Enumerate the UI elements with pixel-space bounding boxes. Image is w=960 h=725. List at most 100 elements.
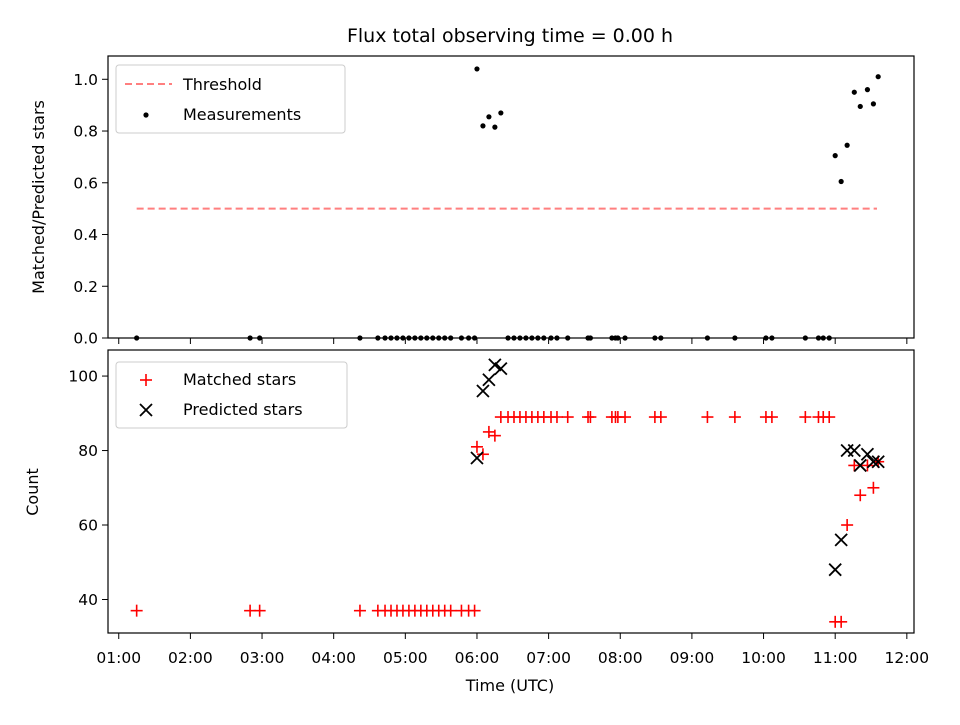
bottom-y-axis-label: Count xyxy=(23,468,42,516)
measurement-point xyxy=(652,335,658,341)
bottom-y-ticks: 40 60 80 100 xyxy=(68,368,108,609)
matched-star-point xyxy=(130,604,143,617)
x-tick-label: 02:00 xyxy=(168,649,213,667)
x-tick-label: 04:00 xyxy=(311,649,356,667)
matched-star-point xyxy=(253,604,266,617)
measurement-point xyxy=(704,335,711,341)
predicted-star-point xyxy=(828,563,842,577)
matched-star-point xyxy=(854,489,867,502)
matched-star-point xyxy=(468,604,481,617)
measurement-point xyxy=(523,335,529,341)
measurement-point xyxy=(430,335,436,341)
bottom-y-tick-label: 100 xyxy=(68,368,98,386)
measurement-point xyxy=(548,335,554,341)
x-tick-label: 07:00 xyxy=(526,649,571,667)
matched-star-point xyxy=(867,481,880,494)
matched-star-point xyxy=(835,615,848,628)
bottom-legend: Matched stars Predicted stars xyxy=(115,361,348,429)
matched-star-point xyxy=(476,448,489,461)
matched-star-point xyxy=(353,604,366,617)
x-axis-label: Time (UTC) xyxy=(465,676,554,695)
measurement-point xyxy=(769,335,775,341)
x-tick-label: 03:00 xyxy=(240,649,285,667)
measurement-point xyxy=(511,335,517,341)
measurement-point xyxy=(609,335,615,341)
matched-star-point xyxy=(470,440,483,453)
chart-title: Flux total observing time = 0.00 h xyxy=(347,25,673,47)
matched-star-point xyxy=(488,429,501,442)
x-tick-label: 01:00 xyxy=(96,649,141,667)
measurement-point xyxy=(505,335,511,341)
measurement-point xyxy=(587,335,594,341)
measurement-point xyxy=(554,335,560,341)
matched-star-point xyxy=(561,411,574,424)
measurement-point xyxy=(375,335,381,341)
measurement-point xyxy=(857,103,863,110)
top-y-ticks: 0.0 0.2 0.4 0.6 0.8 1.0 xyxy=(73,71,108,348)
top-y-tick-label: 0.0 xyxy=(73,330,98,348)
legend-matched-swatch xyxy=(140,374,152,386)
legend-matched-label: Matched stars xyxy=(183,370,296,389)
measurement-point xyxy=(498,110,504,116)
matched-star-point xyxy=(619,411,632,424)
bottom-x-ticks: 01:00 02:00 03:00 04:00 05:00 06:00 07:00 08:00… xyxy=(96,633,929,667)
top-y-tick-label: 0.8 xyxy=(73,123,98,141)
x-tick-label: 08:00 xyxy=(598,649,643,667)
top-y-tick-label: 0.2 xyxy=(73,278,98,296)
predicted-star-point xyxy=(834,533,848,547)
measurement-point xyxy=(838,178,844,185)
measurement-point xyxy=(802,335,808,341)
matched-star-point xyxy=(444,604,457,617)
legend-threshold-label: Threshold xyxy=(182,75,262,94)
measurement-point xyxy=(436,335,442,341)
measurement-point xyxy=(763,335,769,341)
measurement-point xyxy=(471,335,478,341)
measurement-point xyxy=(535,335,541,341)
measurement-point xyxy=(388,335,394,341)
measurement-point xyxy=(622,335,628,341)
predicted-star-point xyxy=(866,455,881,469)
matched-star-point xyxy=(654,411,667,424)
matched-star-point xyxy=(701,411,714,424)
top-y-tick-label: 1.0 xyxy=(73,71,98,89)
matched-star-point xyxy=(848,459,861,472)
x-tick-label: 09:00 xyxy=(670,649,715,667)
measurement-point xyxy=(412,335,418,341)
top-plot-frame xyxy=(107,55,915,339)
x-tick-label: 10:00 xyxy=(741,649,786,667)
measurement-point xyxy=(474,66,480,72)
measurement-point xyxy=(458,335,465,341)
measurement-point xyxy=(406,335,412,341)
measurement-point xyxy=(134,335,140,341)
matched-star-point xyxy=(765,411,778,424)
top-plot: 0.0 0.2 0.4 0.6 0.8 1.0 Matched/Predicted sta… xyxy=(29,55,915,348)
bottom-y-tick-label: 80 xyxy=(78,442,98,460)
measurement-point xyxy=(424,335,430,341)
predicted-star-point xyxy=(494,361,508,376)
measurement-point xyxy=(541,335,547,341)
matched-star-point xyxy=(799,411,812,424)
measurement-point xyxy=(466,335,472,341)
measurement-point xyxy=(658,335,664,341)
measurement-point xyxy=(418,335,424,341)
top-y-axis-label: Matched/Predicted stars xyxy=(29,100,48,294)
matched-star-point xyxy=(823,411,836,424)
bottom-y-tick-label: 40 xyxy=(78,591,98,609)
bottom-marks xyxy=(130,358,885,628)
measurement-point xyxy=(565,335,571,341)
bottom-plot-frame xyxy=(107,349,915,634)
predicted-star-point xyxy=(488,358,502,372)
predicted-star-point xyxy=(470,451,484,465)
measurement-point xyxy=(382,335,388,341)
measurement-point xyxy=(615,335,621,341)
predicted-star-point xyxy=(853,458,867,473)
bottom-y-tick-label: 60 xyxy=(78,517,98,535)
measurement-point xyxy=(732,335,738,341)
predicted-star-point xyxy=(482,373,496,387)
matched-star-point xyxy=(861,459,874,472)
measurement-point xyxy=(832,153,838,159)
top-y-tick-label: 0.4 xyxy=(73,226,98,244)
predicted-star-point xyxy=(860,447,875,461)
measurement-point xyxy=(492,124,498,130)
